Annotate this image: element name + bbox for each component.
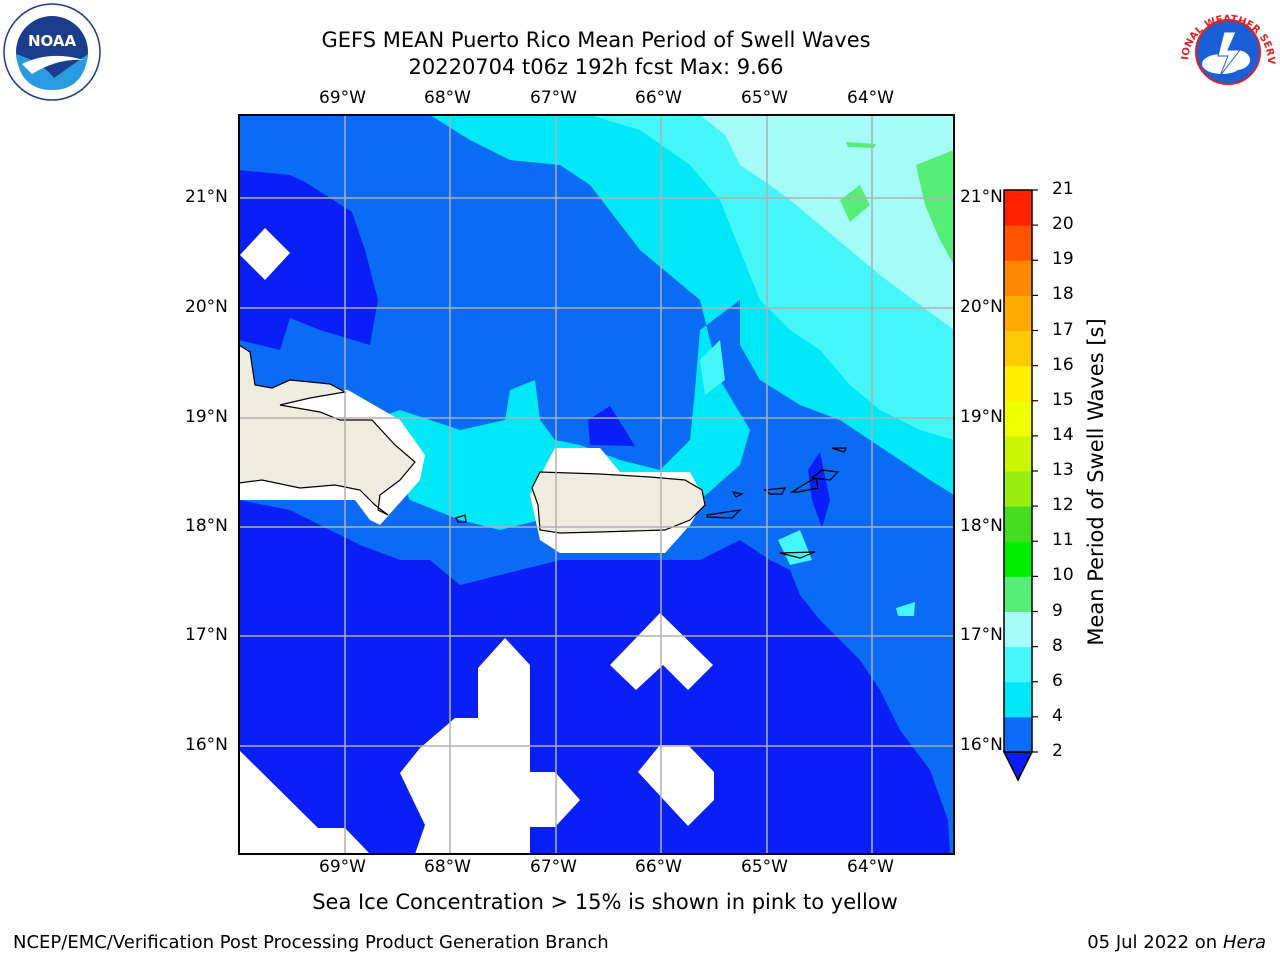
lat-label-right: 17°N <box>960 625 1003 645</box>
lon-label-top: 68°W <box>424 88 471 108</box>
colorbar-tick-label: 14 <box>1052 424 1074 445</box>
lat-label-left: 16°N <box>185 735 228 755</box>
chart-title-line1: GEFS MEAN Puerto Rico Mean Period of Swe… <box>321 28 871 52</box>
colorbar-segment <box>1004 225 1032 261</box>
swell-below-2s-patch <box>588 406 635 446</box>
swell-2-4s-patch <box>239 118 305 148</box>
lon-label-bottom: 64°W <box>847 857 894 877</box>
land-islands <box>455 447 847 559</box>
swell-9-10s <box>916 150 954 265</box>
colorbar-segment <box>1004 190 1032 226</box>
lon-label-bottom: 68°W <box>424 857 471 877</box>
swell-6-8s-patch3 <box>896 602 915 616</box>
swell-9-10s-patch2 <box>846 142 876 148</box>
mask-south-3 <box>638 745 714 826</box>
ice-note: Sea Ice Concentration > 15% is shown in … <box>312 890 898 914</box>
colorbar-segment <box>1004 646 1032 683</box>
colorbar-tick-label: 15 <box>1052 389 1074 410</box>
land-hispaniola <box>239 344 416 516</box>
colorbar-tick-label: 8 <box>1052 635 1063 656</box>
colorbar-tick-label: 11 <box>1052 530 1074 551</box>
mask-nw <box>240 228 290 280</box>
colorbar-tick-label: 19 <box>1052 249 1074 270</box>
colorbar-tick-label: 16 <box>1052 354 1074 375</box>
lat-label-left: 20°N <box>185 297 228 317</box>
footer-credit: NCEP/EMC/Verification Post Processing Pr… <box>13 932 609 953</box>
lat-label-right: 21°N <box>960 187 1003 207</box>
lat-label-right: 18°N <box>960 516 1003 536</box>
colorbar-segment <box>1004 681 1032 718</box>
colorbar-segment <box>1004 295 1032 331</box>
noaa-logo: NOAA <box>3 3 101 101</box>
lon-label-bottom: 67°W <box>530 857 577 877</box>
colorbar-segment <box>1004 365 1032 402</box>
colorbar-segment <box>1004 611 1032 648</box>
noaa-logo-text: NOAA <box>28 32 77 50</box>
lat-label-left: 18°N <box>185 516 228 536</box>
swell-8-9s <box>700 115 954 330</box>
swell-9-10s-patch <box>840 185 870 222</box>
colorbar-segment <box>1004 400 1032 437</box>
footer-host: Hera <box>1222 932 1266 953</box>
lat-label-left: 21°N <box>185 187 228 207</box>
lon-label-top: 65°W <box>741 88 788 108</box>
lat-label-left: 17°N <box>185 625 228 645</box>
colorbar-tick-label: 10 <box>1052 565 1074 586</box>
colorbar-segment <box>1004 576 1032 612</box>
map-frame <box>238 114 955 855</box>
lat-label-left: 19°N <box>185 407 228 427</box>
lon-label-top: 66°W <box>635 88 682 108</box>
colorbar-tick-label: 12 <box>1052 495 1074 516</box>
colorbar-tick-label: 6 <box>1052 670 1063 691</box>
colorbar-tick-label: 18 <box>1052 284 1074 305</box>
colorbar-tick-label: 13 <box>1052 460 1074 480</box>
chart-title-line2: 20220704 t06z 192h fcst Max: 9.66 <box>408 55 784 79</box>
swell-6-8s-patch <box>700 340 725 395</box>
lon-label-bottom: 65°W <box>741 857 788 877</box>
colorbar-tick-label: 9 <box>1052 600 1063 621</box>
lon-label-bottom: 69°W <box>319 857 366 877</box>
colorbar-tick-label: 4 <box>1052 705 1063 726</box>
footer-date-text: 05 Jul 2022 on <box>1087 932 1223 953</box>
lon-label-top: 69°W <box>319 88 366 108</box>
colorbar-segment <box>1004 471 1032 507</box>
lon-label-bottom: 66°W <box>635 857 682 877</box>
lon-label-top: 67°W <box>530 88 577 108</box>
colorbar-tick-label: 2 <box>1052 741 1063 761</box>
colorbar-tick-label: 21 <box>1052 179 1074 199</box>
footer-date: 05 Jul 2022 on Hera <box>1087 932 1266 953</box>
colorbar-segment <box>1004 716 1032 753</box>
colorbar-segment <box>1004 435 1032 472</box>
nws-logo: NATIONAL WEATHER SERVICE <box>1178 2 1276 100</box>
colorbar-under-arrow <box>1002 751 1034 782</box>
colorbar-tick-label: 20 <box>1052 214 1074 235</box>
mask-southwest <box>239 750 370 854</box>
colorbar-segment <box>1004 541 1032 577</box>
colorbar-segment <box>1004 330 1032 367</box>
lat-label-right: 19°N <box>960 407 1003 427</box>
colorbar-tick-label: 17 <box>1052 319 1074 340</box>
lat-label-right: 20°N <box>960 297 1003 317</box>
map-gridlines <box>239 115 954 854</box>
lon-label-top: 64°W <box>847 88 894 108</box>
colorbar-segment <box>1004 506 1032 542</box>
swell-below-2s-patch2 <box>808 452 830 528</box>
lat-label-right: 16°N <box>960 735 1003 755</box>
colorbar-segment <box>1004 260 1032 296</box>
colorbar-label: Mean Period of Swell Waves [s] <box>1084 318 1108 646</box>
